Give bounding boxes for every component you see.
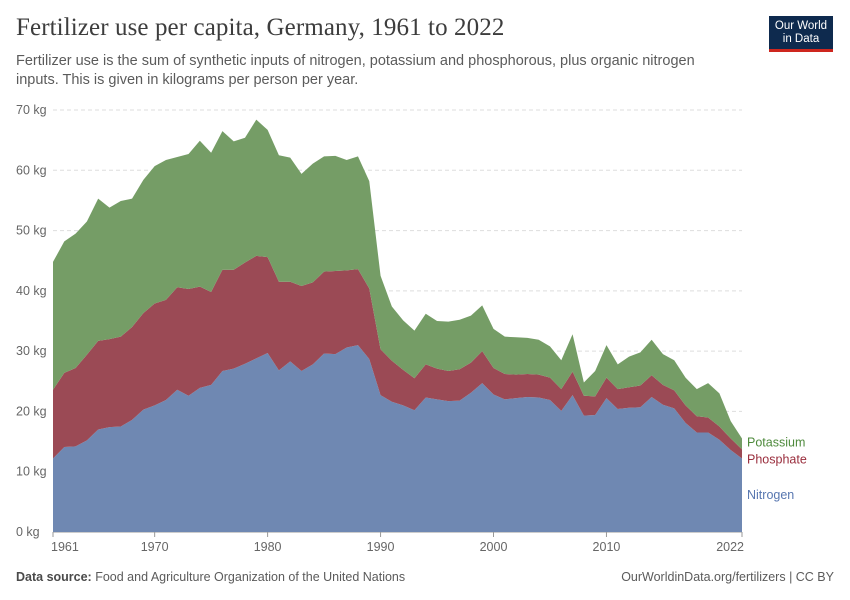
series-label-phosphate: Phosphate bbox=[747, 452, 807, 466]
owid-logo[interactable]: Our World in Data bbox=[769, 16, 833, 52]
y-axis: 0 kg 10 kg 20 kg 30 kg 40 kg 50 kg 60 kg 70 kg bbox=[16, 103, 47, 539]
area-potassium bbox=[53, 119, 742, 450]
credit-link[interactable]: OurWorldinData.org/fertilizers | CC BY bbox=[621, 570, 834, 584]
data-source-text: Food and Agriculture Organization of the… bbox=[95, 570, 406, 584]
x-tick-label: 2022 bbox=[716, 540, 744, 554]
y-tick-label: 10 kg bbox=[16, 465, 47, 479]
chart-title: Fertilizer use per capita, Germany, 1961… bbox=[16, 14, 505, 41]
series-label-potassium: Potassium bbox=[747, 436, 805, 450]
y-tick-label: 50 kg bbox=[16, 224, 47, 238]
x-tick-label: 1980 bbox=[254, 540, 282, 554]
y-tick-label: 70 kg bbox=[16, 103, 47, 117]
x-tick-label: 1990 bbox=[367, 540, 395, 554]
data-source: Data source: Food and Agriculture Organi… bbox=[16, 570, 405, 584]
x-axis: 1961 1970 1980 1990 2000 2010 2022 bbox=[51, 532, 744, 554]
x-tick-label: 2000 bbox=[480, 540, 508, 554]
y-tick-label: 60 kg bbox=[16, 163, 47, 177]
area-nitrogen bbox=[53, 345, 742, 532]
x-tick-label: 1961 bbox=[51, 540, 79, 554]
series-areas bbox=[53, 119, 742, 532]
x-tick-label: 1970 bbox=[141, 540, 169, 554]
logo-line-1: Our World bbox=[774, 20, 828, 32]
logo-line-2: in Data bbox=[782, 33, 820, 45]
area-phosphate bbox=[53, 255, 742, 459]
y-tick-label: 20 kg bbox=[16, 404, 47, 418]
y-tick-label: 0 kg bbox=[16, 525, 40, 539]
chart-subtitle: Fertilizer use is the sum of synthetic i… bbox=[16, 53, 695, 88]
data-source-label: Data source: bbox=[16, 570, 92, 584]
series-end-labels: Potassium Phosphate Nitrogen bbox=[747, 436, 807, 503]
series-label-nitrogen: Nitrogen bbox=[747, 488, 794, 502]
y-tick-label: 30 kg bbox=[16, 344, 47, 358]
x-tick-label: 2010 bbox=[593, 540, 621, 554]
y-tick-label: 40 kg bbox=[16, 284, 47, 298]
